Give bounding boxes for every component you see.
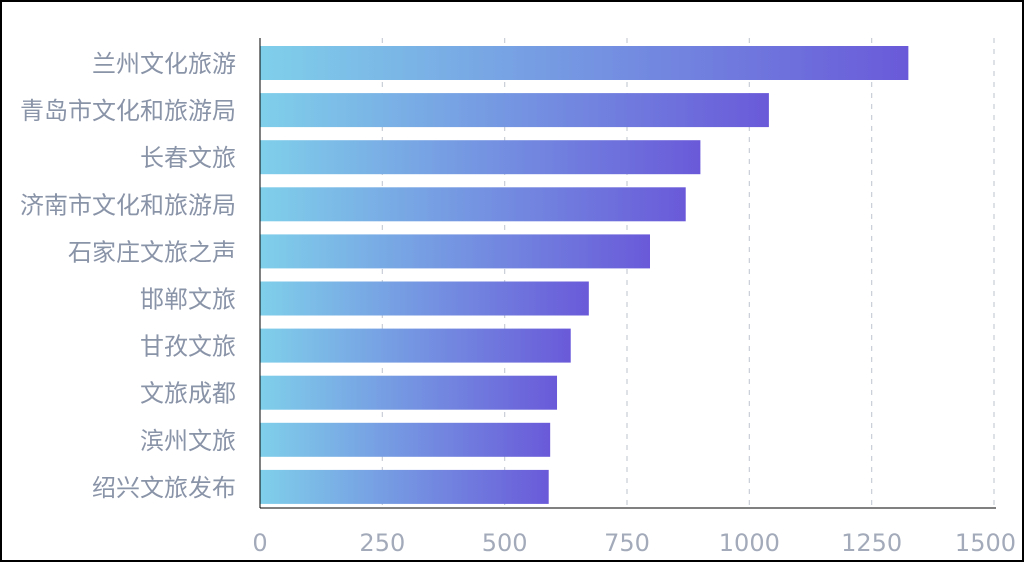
category-label: 兰州文化旅游 [92,50,236,78]
bar-0 [260,46,909,80]
axes [259,38,996,509]
category-label: 滨州文旅 [140,427,236,455]
bar-9 [260,469,549,504]
x-tick-labels: 0 250 500 750 1000 1250 1500 [252,529,1016,557]
bar-7 [260,375,558,410]
x-tick-label: 0 [252,529,267,557]
bar-6 [260,328,571,363]
x-tick-label: 500 [482,529,528,557]
category-label: 甘孜文旅 [140,333,236,361]
category-label: 文旅成都 [140,380,236,408]
category-label: 邯郸文旅 [140,286,236,314]
bar-5 [260,281,589,316]
bars [260,46,909,504]
x-tick-label: 1250 [841,529,902,557]
category-label: 绍兴文旅发布 [92,474,236,502]
category-labels: 兰州文化旅游青岛市文化和旅游局长春文旅济南市文化和旅游局石家庄文旅之声邯郸文旅甘… [20,50,236,502]
category-label: 长春文旅 [140,144,236,172]
x-tick-label: 750 [604,529,650,557]
bar-1 [260,93,769,128]
bar-3 [260,187,686,222]
category-label: 济南市文化和旅游局 [20,191,236,219]
bar-2 [260,140,701,175]
category-label: 石家庄文旅之声 [68,238,236,266]
x-tick-label: 1000 [719,529,780,557]
x-tick-label: 250 [359,529,405,557]
bar-4 [260,234,650,269]
category-label: 青岛市文化和旅游局 [20,97,236,125]
x-tick-label: 1500 [955,529,1016,557]
bar-8 [260,422,551,457]
